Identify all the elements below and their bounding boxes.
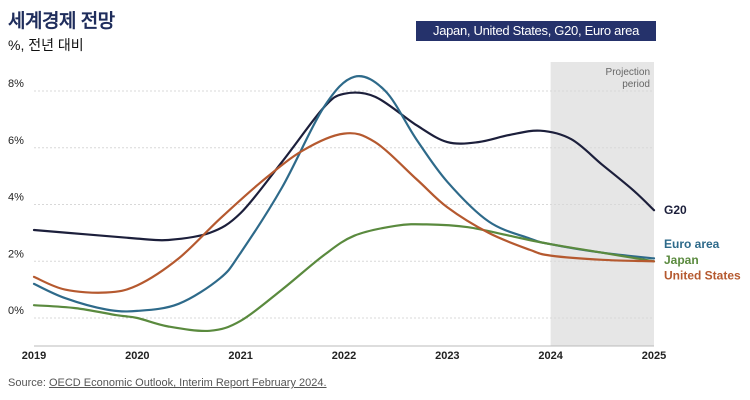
chart-title: 세계경제 전망 bbox=[8, 11, 115, 32]
series-line-united-states bbox=[32, 132, 656, 294]
series-label-g20: G20 bbox=[664, 203, 687, 217]
chart-subtitle: %, 전년 대비 bbox=[8, 37, 84, 53]
series-line-japan bbox=[32, 223, 656, 333]
source-link[interactable]: OECD Economic Outlook, Interim Report Fe… bbox=[48, 377, 327, 389]
x-tick-label: 2025 bbox=[642, 350, 666, 362]
source-note: Source: OECD Economic Outlook, Interim R… bbox=[8, 377, 327, 389]
x-tick-label: 2020 bbox=[125, 350, 149, 362]
y-tick-label: 0% bbox=[8, 305, 24, 317]
series-label-japan: Japan bbox=[664, 253, 699, 267]
x-tick-label: 2024 bbox=[538, 350, 563, 362]
x-tick-label: 2021 bbox=[228, 350, 252, 362]
projection-label: period bbox=[622, 79, 650, 90]
series-badge: Japan, United States, G20, Euro area bbox=[416, 21, 656, 41]
y-tick-label: 8% bbox=[8, 78, 24, 90]
y-tick-label: 2% bbox=[8, 248, 24, 260]
source-prefix: Source: bbox=[8, 377, 49, 389]
series-line-euro-area bbox=[32, 75, 656, 313]
series-label-euro-area: Euro area bbox=[664, 237, 720, 251]
x-tick-label: 2019 bbox=[22, 350, 46, 362]
x-tick-label: 2023 bbox=[435, 350, 459, 362]
x-tick-label: 2022 bbox=[332, 350, 356, 362]
projection-label: Projection bbox=[606, 67, 650, 78]
series-line-g20 bbox=[32, 91, 656, 242]
y-tick-label: 6% bbox=[8, 135, 24, 147]
series-label-united-states: United States bbox=[664, 268, 741, 282]
y-tick-label: 4% bbox=[8, 192, 24, 204]
